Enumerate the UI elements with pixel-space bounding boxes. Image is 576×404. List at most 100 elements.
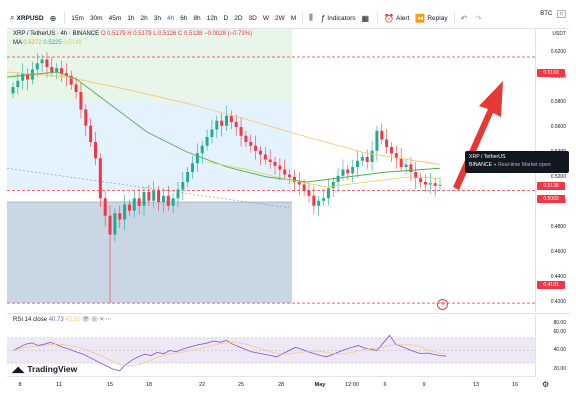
- undo-button[interactable]: ↶: [458, 10, 473, 26]
- time-axis-label: 18: [145, 382, 153, 388]
- time-axis-label: 8: [18, 382, 22, 388]
- interval-tab-1h[interactable]: 1h: [127, 14, 135, 22]
- rsi-canvas[interactable]: [7, 314, 535, 377]
- indicators-button[interactable]: ƒ Indicators: [318, 10, 359, 26]
- tradingview-mark-icon: ◢◣: [12, 364, 25, 374]
- top-toolbar: ⌕ XRPUSD ⊕ 15m 30m 45m 1h 2h 3h 4h 6h 8h 12h D 2D 3D…: [7, 8, 569, 28]
- time-axis-label: 12:00: [345, 382, 359, 388]
- tradingview-logo: ◢◣ TradingView: [12, 364, 77, 374]
- settings-gear-icon[interactable]: ⚙: [542, 380, 550, 389]
- interval-tab-30m[interactable]: 30m: [89, 14, 103, 22]
- candle-body: [409, 164, 413, 172]
- alert-button[interactable]: ⏰ Alert: [381, 10, 412, 26]
- candle-body: [74, 84, 78, 92]
- ticker-right[interactable]: BTC □: [540, 10, 566, 18]
- chart-type-button[interactable]: ⫼: [306, 10, 318, 26]
- rsi-ma-value: 45.20: [65, 317, 81, 323]
- indicators-label: Indicators: [327, 14, 356, 22]
- time-axis[interactable]: 8 11 15 18 22 25 28 May 12:00 6 9 13 16: [7, 376, 535, 395]
- symbol-search[interactable]: ⌕ XRPUSD: [7, 10, 47, 26]
- time-axis-label: 28: [277, 382, 285, 388]
- candle-body: [283, 169, 287, 175]
- candle-body: [79, 92, 83, 110]
- interval-tab-w[interactable]: W: [262, 14, 269, 22]
- chart-canvas[interactable]: [7, 29, 535, 312]
- info-realtime: Real-time: [498, 162, 521, 168]
- rsi-controls-icon[interactable]: 👁⚙✕⋯: [82, 317, 113, 323]
- divider: [302, 12, 304, 24]
- candle-body: [147, 192, 151, 201]
- axis-currency: USDT: [552, 31, 566, 37]
- candle-body: [394, 153, 398, 159]
- toolbar-divider: [7, 28, 569, 29]
- interval-tab-8h[interactable]: 8h: [193, 14, 201, 22]
- candle-body: [302, 184, 306, 191]
- candle-body: [365, 157, 369, 162]
- candle-body: [26, 73, 30, 80]
- candle-body: [331, 182, 335, 189]
- candle-body: [399, 158, 403, 167]
- redo-button[interactable]: ↷: [472, 10, 487, 26]
- rsi-value: 40.73: [48, 317, 64, 323]
- interval-tab-45m[interactable]: 45m: [108, 14, 122, 22]
- legend-high: H 0.5179: [127, 31, 152, 37]
- time-axis-label: 25: [237, 382, 245, 388]
- candle-body: [419, 178, 423, 182]
- candle-body: [336, 175, 340, 182]
- legend-low: L 0.5126: [153, 31, 177, 37]
- interval-tab-3d[interactable]: 3D: [248, 14, 257, 22]
- candle-body: [98, 158, 102, 199]
- candle-body: [370, 150, 374, 162]
- templates-button[interactable]: ▦: [358, 10, 374, 26]
- rsi-axis: 80.00 60.00 40.00 20.00: [535, 313, 570, 377]
- candle-body: [205, 137, 209, 146]
- rsi-panel[interactable]: RSI 14 close 40.73 45.20 👁⚙✕⋯: [7, 313, 535, 377]
- stop-zone-blue: [7, 202, 292, 304]
- candle-body: [191, 163, 195, 172]
- candle-body: [16, 80, 20, 87]
- candle-body: [166, 195, 170, 206]
- time-axis-label: 15: [106, 382, 114, 388]
- candle-body: [132, 198, 136, 211]
- replay-button[interactable]: ⏪ Replay: [412, 10, 450, 26]
- interval-tab-15m[interactable]: 15m: [71, 14, 84, 22]
- interval-tab-3h[interactable]: 3h: [153, 14, 161, 22]
- candle-body: [249, 142, 253, 146]
- candle-body: [404, 164, 408, 167]
- time-axis-label: 22: [198, 382, 206, 388]
- price-chart[interactable]: XRP / TetherUS · 4h · BINANCE O 0.5179 H…: [7, 29, 535, 312]
- upper-level-tag: 0.6160: [537, 69, 565, 77]
- candle-body: [278, 165, 282, 170]
- symbol-info-tooltip: XRP / TetherUS BINANCE ● Real-time Marke…: [465, 151, 569, 173]
- candle-body: [176, 189, 180, 199]
- zone-light-blue: [7, 102, 292, 191]
- interval-tab-2h[interactable]: 2h: [140, 14, 148, 22]
- add-symbol-button[interactable]: ⊕: [47, 10, 62, 26]
- candle-body: [268, 159, 272, 162]
- interval-tab-2w[interactable]: 2W: [274, 14, 285, 22]
- candle-body: [157, 190, 161, 202]
- candle-body: [288, 174, 292, 177]
- redo-icon: ↷: [475, 13, 482, 23]
- interval-tab-2d[interactable]: 2D: [234, 14, 243, 22]
- interval-tab-4h[interactable]: 4h: [166, 14, 175, 22]
- time-axis-label: 16: [511, 382, 519, 388]
- interval-tab-m[interactable]: M: [290, 14, 297, 22]
- candle-body: [152, 190, 156, 201]
- ticker-label: BTC: [540, 11, 553, 17]
- rsi-axis-label: 40.00: [553, 347, 566, 353]
- interval-tab-6h[interactable]: 6h: [180, 14, 188, 22]
- candle-body: [263, 154, 267, 160]
- candle-body: [297, 182, 301, 185]
- info-market-status: Market open: [521, 162, 551, 168]
- candle-body: [254, 145, 258, 151]
- lower-level-tag: 0.4191: [537, 281, 565, 289]
- interval-tab-d[interactable]: D: [223, 14, 229, 22]
- candle-body: [108, 215, 112, 235]
- rsi-label: RSI 14 close: [13, 317, 48, 323]
- interval-tabs: 15m 30m 45m 1h 2h 3h 4h 6h 8h 12h D 2D 3D W 2W M: [68, 10, 299, 26]
- interval-tab-12h[interactable]: 12h: [206, 14, 218, 22]
- replay-label: Replay: [427, 14, 448, 22]
- replay-marker-icon[interactable]: ⟲: [437, 299, 448, 310]
